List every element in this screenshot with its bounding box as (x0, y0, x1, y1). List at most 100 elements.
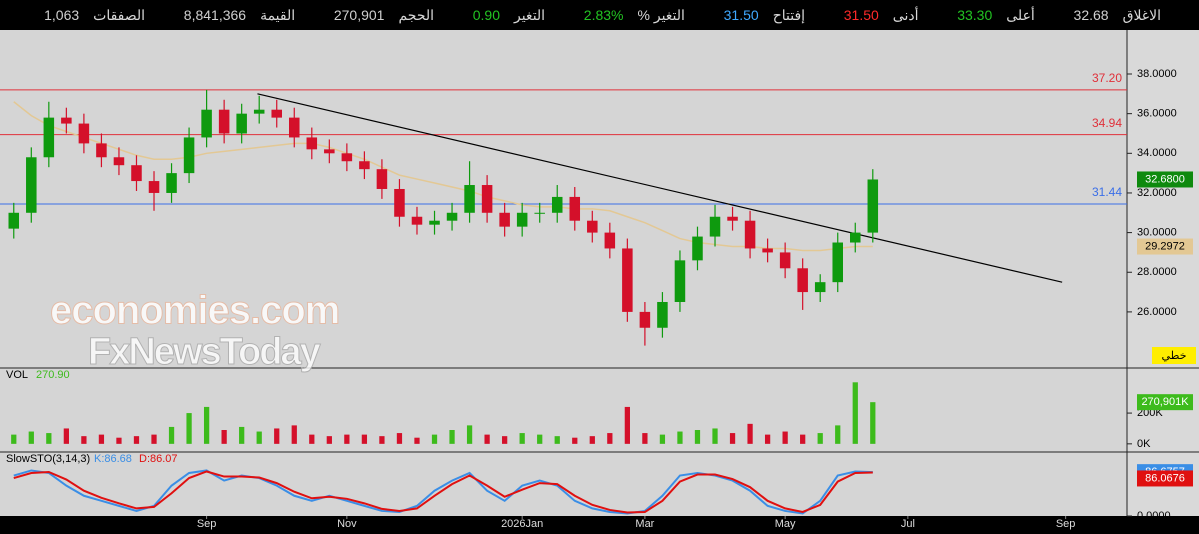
quote-field: الصفقات 1,063 (44, 7, 145, 24)
volume-bar (782, 431, 788, 444)
field-value: 8,841,366 (183, 6, 247, 23)
watermark: economies.com (50, 289, 339, 333)
candle-body (744, 220, 756, 249)
candle-body (797, 268, 808, 293)
candle-body (376, 169, 388, 189)
panel-value: 270.90 (36, 369, 70, 381)
y-tick-label: 0K (1137, 438, 1151, 450)
volume-bar (203, 406, 210, 444)
volume-bar (747, 423, 753, 444)
volume-bar (870, 402, 876, 444)
y-tick-label: 0.0000 (1137, 510, 1171, 522)
y-tick-label: 32.0000 (1137, 187, 1177, 199)
candle-body (411, 216, 423, 225)
candle-body (26, 157, 37, 213)
field-value: 2.83% (583, 6, 624, 23)
field-label: التغير % (637, 6, 685, 23)
candle-body (551, 196, 563, 213)
volume-bar (764, 434, 771, 444)
volume-bar (98, 434, 105, 444)
candle-body (166, 173, 177, 193)
y-tick-label: 36.0000 (1137, 108, 1177, 120)
volume-bar (46, 433, 52, 444)
value-badge-label: 29.2972 (1145, 240, 1185, 252)
volume-bar (361, 434, 368, 444)
panel-title: VOL (6, 369, 28, 381)
volume-bar (63, 428, 69, 444)
candle-body (324, 149, 335, 154)
candle-body (43, 117, 55, 158)
volume-bar (852, 382, 858, 444)
panel-title: SlowSTO(3,14,3) (6, 453, 90, 465)
candle-body (8, 212, 20, 229)
candle-body (639, 311, 651, 328)
candle-body (814, 282, 826, 293)
candle-body (78, 123, 90, 144)
volume-bar (642, 433, 648, 444)
field-value: 31.50 (723, 6, 759, 23)
volume-bar (712, 428, 718, 444)
time-axis (0, 516, 1199, 534)
quote-field: الحجم 270,901 (334, 7, 434, 24)
x-tick-label: May (775, 518, 796, 530)
volume-bar (694, 430, 701, 444)
value-badge (1137, 470, 1193, 487)
candle-body (762, 248, 773, 253)
y-tick-label: 30.0000 (1137, 227, 1177, 239)
field-value: 31.50 (843, 6, 879, 23)
volume-bar (133, 436, 140, 444)
quote-field: التغير % 2.83% (584, 7, 685, 24)
volume-bar (624, 406, 630, 444)
field-value: 270,901 (333, 6, 385, 23)
volume-bar (572, 437, 578, 444)
field-label: إفتتاح (772, 6, 806, 23)
candle-body (850, 232, 861, 243)
candle-body (341, 153, 353, 162)
field-label: القيمة (260, 6, 296, 23)
volume-bar (151, 434, 157, 444)
candle-body (306, 137, 318, 150)
candle-body (516, 212, 528, 227)
candle-body (587, 220, 598, 233)
volume-bar (379, 436, 385, 444)
field-value: 33.30 (957, 6, 993, 23)
value-badge-label: 86.0676 (1145, 472, 1185, 484)
candle-body (61, 117, 72, 124)
background (0, 30, 1199, 516)
candle-body (131, 165, 142, 182)
candle-body (867, 179, 879, 233)
x-tick-label: Jul (901, 518, 915, 530)
candle-body (218, 109, 230, 134)
candle-body (604, 232, 616, 249)
volume-bar (554, 436, 560, 444)
volume-bar (291, 425, 297, 444)
candle-body (534, 212, 545, 214)
field-label: التغير (513, 6, 546, 23)
moving-average (13, 101, 873, 252)
candle-body (622, 248, 633, 312)
oscillator-line (13, 469, 873, 515)
candle-body (727, 216, 738, 221)
volume-bar (502, 436, 508, 444)
candle-body (271, 109, 282, 118)
volume-bar (659, 434, 666, 444)
quote-header: الاغلاق 32.68 أعلى 33.30 أدنى 31.50 إفتتاح 31.5… (0, 0, 1199, 30)
price-axis-area (1127, 30, 1199, 516)
volume-bar (116, 437, 122, 444)
value-badge-label: 32.6800 (1145, 173, 1185, 185)
quote-field: أعلى 33.30 (957, 7, 1035, 24)
volume-bar (168, 426, 175, 444)
candle-body (446, 212, 458, 221)
chart: economies.com FxNewsToday خطي VOL 270.90… (0, 30, 1199, 534)
x-tick-label: 2026Jan (501, 518, 543, 530)
candle-body (481, 185, 493, 213)
field-value: 1,063 (44, 6, 80, 23)
volume-bar (589, 436, 595, 444)
y-tick-label: 38.0000 (1137, 68, 1177, 80)
candle-body (832, 242, 843, 283)
field-label: الصفقات (93, 6, 146, 23)
candle-body (779, 252, 791, 269)
volume-bar (344, 434, 350, 444)
style-label: خطي (1162, 350, 1187, 362)
